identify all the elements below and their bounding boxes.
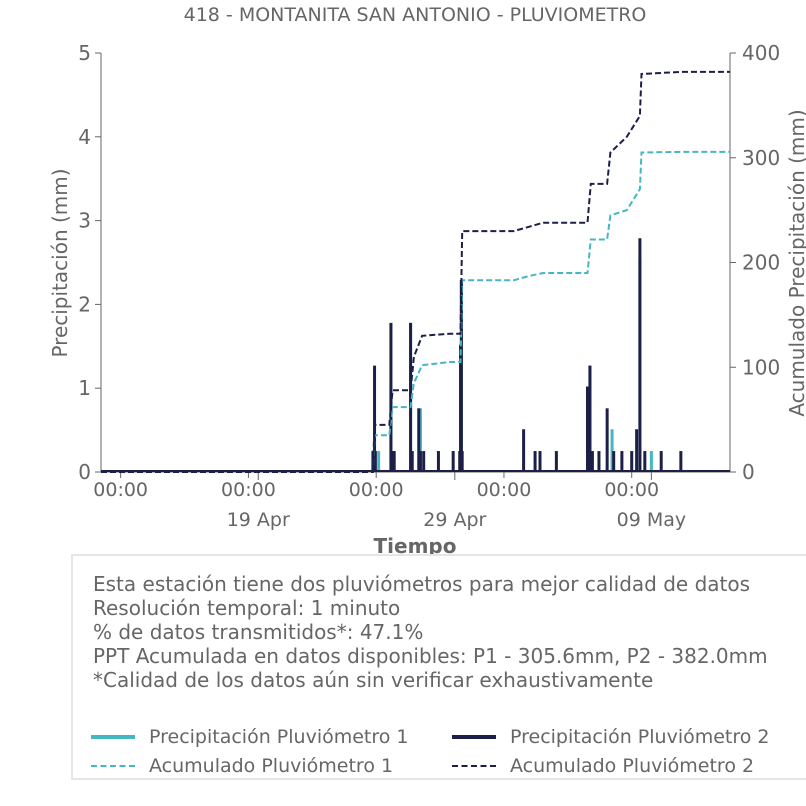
info-box: Esta estación tiene dos pluviómetros par… [71,554,806,780]
right-tick-label: 300 [742,146,780,170]
series-acumulado-pluviometro-2 [101,70,730,473]
x-minor-tick-label: 00:00 [221,479,276,501]
info-lines: Esta estación tiene dos pluviómetros par… [93,572,768,692]
legend-label-precip-p2: Precipitación Pluviómetro 2 [510,726,770,748]
chart-title: 418 - MONTANITA SAN ANTONIO - PLUVIOMETR… [184,4,647,26]
x-minor-tick-label: 00:00 [349,479,404,501]
legend-label-acum-p1: Acumulado Pluviómetro 1 [149,755,394,777]
legend-swatch-acum-p1 [91,765,135,767]
accumulated-line [101,150,730,473]
legend-swatch-acum-p2 [452,765,496,767]
series-precipitacion-pluviometro-1 [372,259,653,472]
legend-label-acum-p2: Acumulado Pluviómetro 2 [510,755,755,777]
info-line-resolution: Resolución temporal: 1 minuto [93,596,401,620]
legend-swatch-precip-p2 [452,735,496,739]
x-minor-tick-label: 00:00 [477,479,532,501]
legend: Precipitación Pluviómetro 1 Precipitació… [91,726,806,782]
x-major-tick-label: 19 Apr [227,509,290,531]
series-acumulado-pluviometro-1 [101,150,730,473]
y2-axis-label: Acumulado Precipitación (mm) [785,109,806,416]
info-line-quality: *Calidad de los datos aún sin verificar … [93,668,654,692]
info-line-stations: Esta estación tiene dos pluviómetros par… [93,572,751,596]
rainfall-chart: 418 - MONTANITA SAN ANTONIO - PLUVIOMETR… [48,4,806,558]
info-line-accumulated: PPT Acumulada en datos disponibles: P1 -… [93,644,768,668]
accumulated-line [101,70,730,473]
right-y-axis: 0 100 200 300 400 [729,41,780,484]
left-tick-label: 3 [78,209,91,233]
y-axis-label: Precipitación (mm) [48,168,72,357]
left-tick-label: 1 [78,376,91,400]
legend-swatch-precip-p1 [91,735,135,739]
left-y-axis: 0 1 2 3 4 5 [78,41,102,484]
info-line-transmitted: % de datos transmitidos*: 47.1% [93,620,424,644]
legend-item-precip-p2: Precipitación Pluviómetro 2 [452,726,770,748]
x-major-tick-label: 29 Apr [423,509,486,531]
legend-label-precip-p1: Precipitación Pluviómetro 1 [149,726,409,748]
x-major-tick-label: 09 May [617,509,687,531]
left-tick-label: 0 [78,460,91,484]
right-tick-label: 200 [742,251,780,275]
legend-item-precip-p1: Precipitación Pluviómetro 1 [91,726,409,748]
right-tick-label: 400 [742,41,780,65]
left-tick-label: 4 [78,125,91,149]
right-tick-label: 0 [742,460,755,484]
series-precipitacion-pluviometro-2 [371,238,683,472]
left-tick-label: 5 [78,41,91,65]
x-axis: 00:00 00:00 00:00 00:00 00:00 19 Apr 29 Apr 09 … [93,471,730,531]
x-minor-tick-label: 00:00 [93,479,148,501]
left-tick-label: 2 [78,292,91,316]
legend-item-acum-p2: Acumulado Pluviómetro 2 [452,755,754,777]
x-minor-tick-label: 00:00 [604,479,659,501]
legend-item-acum-p1: Acumulado Pluviómetro 1 [91,755,393,777]
right-tick-label: 100 [742,355,780,379]
plot-series [101,70,730,473]
